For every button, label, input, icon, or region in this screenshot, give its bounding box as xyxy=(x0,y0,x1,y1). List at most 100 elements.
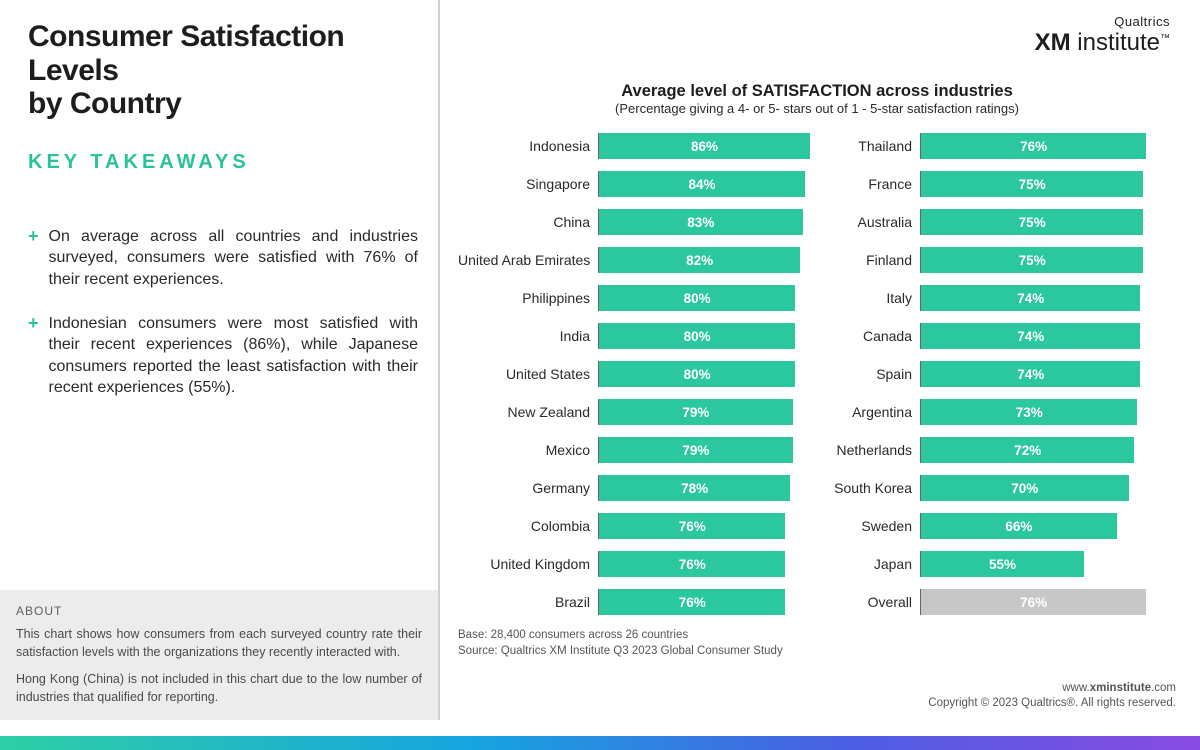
bar-value: 76% xyxy=(679,557,706,572)
chart-row: Singapore 84% xyxy=(458,168,810,200)
row-label: Finland xyxy=(824,252,920,268)
bar-track: 75% xyxy=(920,247,1176,273)
bar: 76% xyxy=(921,133,1146,159)
bar: 80% xyxy=(599,285,795,311)
chart-row: Thailand76% xyxy=(824,130,1176,162)
logo-top: Qualtrics xyxy=(1035,14,1170,29)
bar: 80% xyxy=(599,323,795,349)
bar: 79% xyxy=(599,437,793,463)
footnotes: Base: 28,400 consumers across 26 countri… xyxy=(458,628,1176,659)
row-label: United States xyxy=(458,366,598,382)
row-label: Brazil xyxy=(458,594,598,610)
about-box: ABOUT This chart shows how consumers fro… xyxy=(0,590,438,720)
bullet-text: Indonesian consumers were most satisfied… xyxy=(49,313,418,399)
bar-value: 84% xyxy=(689,177,716,192)
row-label: China xyxy=(458,214,598,230)
bar-track: 74% xyxy=(920,361,1176,387)
chart-subtitle: (Percentage giving a 4- or 5- stars out … xyxy=(458,101,1176,116)
bar-value: 70% xyxy=(1011,481,1038,496)
chart-row: Netherlands72% xyxy=(824,434,1176,466)
bar-value: 76% xyxy=(1020,139,1047,154)
bar: 74% xyxy=(921,285,1140,311)
bar-track: 72% xyxy=(920,437,1176,463)
key-takeaways-heading: KEY TAKEAWAYS xyxy=(28,151,418,174)
chart-col-left: Indonesia 86% Singapore 84% China 83% United A… xyxy=(458,130,810,624)
bar-value: 82% xyxy=(686,253,713,268)
row-label: United Kingdom xyxy=(458,556,598,572)
bar-track: 80% xyxy=(598,361,810,387)
chart-row: Italy74% xyxy=(824,282,1176,314)
chart-row: Philippines 80% xyxy=(458,282,810,314)
bar-value: 83% xyxy=(687,215,714,230)
plus-icon: + xyxy=(28,313,39,399)
bar-track: 70% xyxy=(920,475,1176,501)
footnote-base: Base: 28,400 consumers across 26 countri… xyxy=(458,628,1176,644)
right-panel: Qualtrics XM institute™ Average level of… xyxy=(440,0,1200,720)
bar: 75% xyxy=(921,247,1143,273)
bar: 75% xyxy=(921,171,1143,197)
row-label: Argentina xyxy=(824,404,920,420)
row-label: Canada xyxy=(824,328,920,344)
left-panel: Consumer Satisfaction Levels by Country … xyxy=(0,0,440,720)
chart-row: Brazil76% xyxy=(458,586,810,618)
logo-main: XM institute™ xyxy=(1035,29,1170,57)
bar-value: 55% xyxy=(989,557,1016,572)
chart-row: Mexico79% xyxy=(458,434,810,466)
chart-columns: Indonesia 86% Singapore 84% China 83% United A… xyxy=(458,130,1176,624)
bar-value: 79% xyxy=(682,443,709,458)
chart-row: Overall76% xyxy=(824,586,1176,618)
row-label: Indonesia xyxy=(458,138,598,154)
bar: 76% xyxy=(599,551,785,577)
page-title: Consumer Satisfaction Levels by Country xyxy=(28,20,418,121)
bar-track: 79% xyxy=(598,437,810,463)
bar: 75% xyxy=(921,209,1143,235)
bar-value: 75% xyxy=(1019,253,1046,268)
chart-row: South Korea 70% xyxy=(824,472,1176,504)
row-label: Overall xyxy=(824,594,920,610)
bar-track: 75% xyxy=(920,209,1176,235)
bar-value: 78% xyxy=(681,481,708,496)
bar: 76% xyxy=(599,589,785,615)
chart-row: France 75% xyxy=(824,168,1176,200)
row-label: Singapore xyxy=(458,176,598,192)
bar-track: 76% xyxy=(598,513,810,539)
chart-row: Argentina 73% xyxy=(824,396,1176,428)
bullet-text: On average across all countries and indu… xyxy=(49,226,418,291)
row-label: Philippines xyxy=(458,290,598,306)
bar-value: 73% xyxy=(1016,405,1043,420)
chart-col-right: Thailand76%France75%Australia75%Finland7… xyxy=(824,130,1176,624)
row-label: France xyxy=(824,176,920,192)
bar-track: 66% xyxy=(920,513,1176,539)
bar: 55% xyxy=(921,551,1084,577)
row-label: Australia xyxy=(824,214,920,230)
bar-track: 80% xyxy=(598,285,810,311)
about-p2: Hong Kong (China) is not included in thi… xyxy=(16,671,422,706)
bar-track: 74% xyxy=(920,323,1176,349)
bar: 76% xyxy=(599,513,785,539)
bar-track: 83% xyxy=(598,209,810,235)
bar-value: 75% xyxy=(1019,177,1046,192)
bar-track: 75% xyxy=(920,171,1176,197)
bar-value: 79% xyxy=(682,405,709,420)
bar: 76% xyxy=(921,589,1146,615)
bar: 80% xyxy=(599,361,795,387)
row-label: Italy xyxy=(824,290,920,306)
bar: 73% xyxy=(921,399,1137,425)
bar-value: 86% xyxy=(691,139,718,154)
footnote-source: Source: Qualtrics XM Institute Q3 2023 G… xyxy=(458,644,1176,660)
chart-row: Australia75% xyxy=(824,206,1176,238)
about-p1: This chart shows how consumers from each… xyxy=(16,626,422,661)
chart-row: Finland 75% xyxy=(824,244,1176,276)
chart-row: United Arab Emirates82% xyxy=(458,244,810,276)
chart-row: Canada74% xyxy=(824,320,1176,352)
bar-track: 55% xyxy=(920,551,1176,577)
bar: 86% xyxy=(599,133,810,159)
bar-value: 80% xyxy=(684,291,711,306)
bar-track: 76% xyxy=(920,589,1176,615)
chart-row: Spain74% xyxy=(824,358,1176,390)
bar: 74% xyxy=(921,361,1140,387)
chart-row: United States80% xyxy=(458,358,810,390)
chart-row: United Kingdom 76% xyxy=(458,548,810,580)
row-label: South Korea xyxy=(824,480,920,496)
bar-value: 80% xyxy=(684,329,711,344)
